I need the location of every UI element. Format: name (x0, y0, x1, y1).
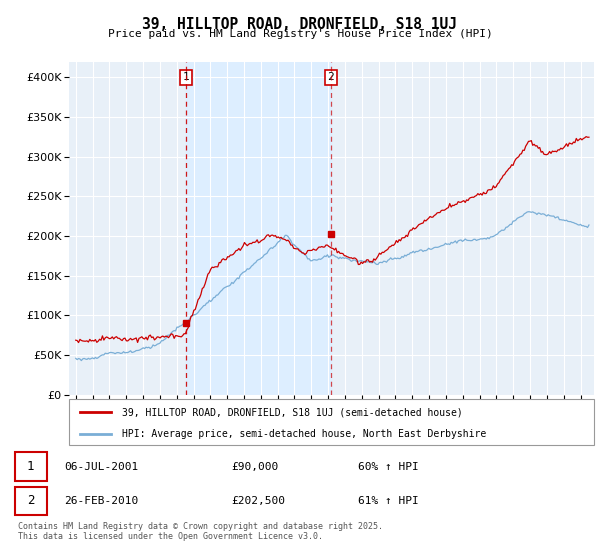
Text: Contains HM Land Registry data © Crown copyright and database right 2025.
This d: Contains HM Land Registry data © Crown c… (18, 522, 383, 542)
Text: 2: 2 (26, 494, 34, 507)
Text: £90,000: £90,000 (231, 462, 278, 472)
Text: 61% ↑ HPI: 61% ↑ HPI (358, 496, 418, 506)
Text: Price paid vs. HM Land Registry's House Price Index (HPI): Price paid vs. HM Land Registry's House … (107, 29, 493, 39)
Text: 2: 2 (327, 72, 334, 82)
Text: HPI: Average price, semi-detached house, North East Derbyshire: HPI: Average price, semi-detached house,… (121, 429, 486, 438)
Text: 26-FEB-2010: 26-FEB-2010 (64, 496, 138, 506)
Text: £202,500: £202,500 (231, 496, 285, 506)
Text: 39, HILLTOP ROAD, DRONFIELD, S18 1UJ: 39, HILLTOP ROAD, DRONFIELD, S18 1UJ (143, 17, 458, 32)
Text: 06-JUL-2001: 06-JUL-2001 (64, 462, 138, 472)
Text: 1: 1 (182, 72, 189, 82)
Text: 39, HILLTOP ROAD, DRONFIELD, S18 1UJ (semi-detached house): 39, HILLTOP ROAD, DRONFIELD, S18 1UJ (se… (121, 407, 462, 417)
Text: 1: 1 (26, 460, 34, 473)
FancyBboxPatch shape (15, 487, 47, 515)
FancyBboxPatch shape (69, 399, 594, 445)
Bar (186, 62, 331, 395)
FancyBboxPatch shape (15, 452, 47, 481)
Text: 60% ↑ HPI: 60% ↑ HPI (358, 462, 418, 472)
